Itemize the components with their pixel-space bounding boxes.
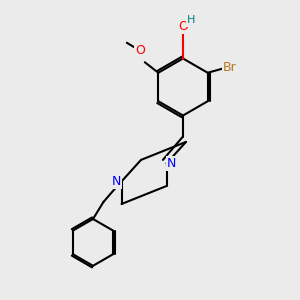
Text: H: H	[187, 15, 196, 26]
Text: N: N	[111, 175, 121, 188]
Text: O: O	[135, 44, 145, 57]
Text: N: N	[167, 157, 177, 170]
Text: O: O	[178, 20, 188, 33]
Text: Br: Br	[223, 61, 237, 74]
